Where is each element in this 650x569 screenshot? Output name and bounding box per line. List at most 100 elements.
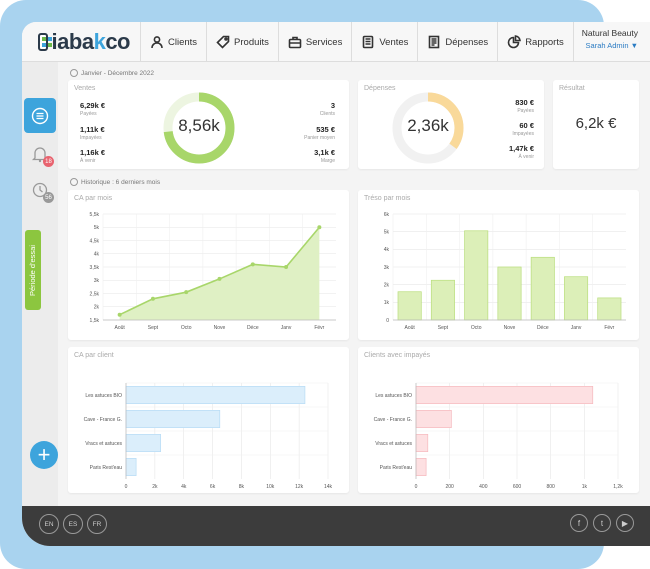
x-tick-label: Août <box>114 325 125 331</box>
depenses-title: Dépenses <box>364 85 396 92</box>
depenses-total: 2,36k <box>407 116 449 135</box>
y-tick-label: 2,5k <box>90 291 100 297</box>
ca-client-card[interactable]: CA par client 0 2k 4k 6k 8k 10k 12k 14k Les astu… <box>68 347 349 493</box>
trial-tab[interactable]: Période d'essai <box>25 230 41 310</box>
x-tick-label: Octo <box>181 325 192 331</box>
area-fill <box>119 227 320 320</box>
bar <box>464 230 489 321</box>
y-tick-label: Paris Rest'eau <box>380 465 413 471</box>
y-tick-label: 5k <box>384 229 390 235</box>
nav-services[interactable]: Services <box>279 22 353 62</box>
impayes-card[interactable]: Clients avec impayés 0 200 400 600 800 1k 1,2k… <box>358 347 639 493</box>
notifications-button[interactable]: 18 <box>24 138 56 170</box>
x-tick-label: Nove <box>504 325 516 331</box>
data-point <box>117 312 122 317</box>
pie-icon <box>507 35 522 49</box>
y-tick-label: 3k <box>384 265 390 271</box>
receipt-icon <box>429 35 440 49</box>
x-tick-label: 4k <box>181 484 187 490</box>
menu-list-icon <box>31 107 49 124</box>
x-tick-label: 1,2k <box>613 484 623 490</box>
facebook-icon[interactable]: f <box>570 514 588 532</box>
ca-mois-card[interactable]: CA par mois 1,5k 2k 2,5k 3k 3,5k 4k 4,5k 5k 5,5k… <box>68 190 349 340</box>
gear-icon <box>70 178 78 186</box>
x-tick-label: 200 <box>445 484 454 490</box>
period-label: Janvier - Décembre 2022 <box>81 69 154 77</box>
bar <box>564 276 589 321</box>
y-tick-label: 1,5k <box>90 318 100 324</box>
x-tick-label: 1k <box>582 484 588 490</box>
twitter-icon[interactable]: t <box>593 514 611 532</box>
resultat-card[interactable]: Résultat 6,2k € <box>553 80 639 169</box>
ventes-title: Ventes <box>74 85 96 92</box>
person-icon <box>151 36 163 49</box>
x-tick-label: Févr <box>604 325 614 331</box>
resultat-title: Résultat <box>559 85 585 92</box>
y-tick-label: 0 <box>386 318 389 324</box>
y-tick-label: 1k <box>384 300 390 306</box>
add-button[interactable]: + <box>30 441 58 469</box>
depenses-payees: 830 € Payées <box>515 98 534 114</box>
x-tick-label: Févr <box>314 325 324 331</box>
footer: EN ES FR f t ▶ <box>22 506 650 546</box>
x-tick-label: Janv <box>571 325 582 331</box>
x-tick-label: 2k <box>152 484 158 490</box>
youtube-icon[interactable]: ▶ <box>616 514 634 532</box>
bar <box>415 410 452 428</box>
dashboard-button[interactable] <box>24 98 56 133</box>
depenses-impayees: 60 € Impayées <box>512 121 534 137</box>
logo[interactable]: iabakco <box>22 22 141 61</box>
ventes-total: 8,56k <box>178 116 220 135</box>
treso-chart: 0 1k 2k 3k 4k 5k 6k Août Sept Octo Nove Déce Janv Fév… <box>384 212 626 331</box>
data-point <box>184 290 189 295</box>
user-menu[interactable]: Natural Beauty Sarah Admin ▼ <box>582 22 650 61</box>
y-tick-label: 3,5k <box>90 265 100 271</box>
toolbox-icon <box>288 36 302 49</box>
ventes-card[interactable]: Ventes 6,29k € Payées 1,11k € Impayées 1,1… <box>68 80 349 169</box>
nav-ventes[interactable]: Ventes <box>352 22 419 62</box>
nav-label: Clients <box>168 36 198 48</box>
lang-en-button[interactable]: EN <box>39 514 59 534</box>
y-tick-label: 3k <box>94 278 100 284</box>
bar <box>125 434 161 452</box>
ventes-marge: 3,1k € Marge <box>314 148 335 164</box>
history-count-badge: 56 <box>43 192 54 203</box>
treso-card[interactable]: Tréso par mois 0 1k 2k 3k 4k 5k 6k Août Sept Octo… <box>358 190 639 340</box>
x-tick-label: Déce <box>537 325 549 331</box>
bar <box>125 410 221 428</box>
depenses-card[interactable]: Dépenses 2,36k 830 € Payées 60 € Impayées … <box>358 80 544 169</box>
bar <box>497 266 522 321</box>
nav-rapports[interactable]: Rapports <box>498 22 574 62</box>
history-selector[interactable]: Historique : 6 derniers mois <box>70 178 160 186</box>
y-tick-label: 2k <box>384 282 390 288</box>
bar <box>125 458 137 476</box>
x-tick-label: 10k <box>266 484 275 490</box>
bar <box>597 297 622 321</box>
y-tick-label: Vracs et astuces <box>375 441 412 447</box>
nav-produits[interactable]: Produits <box>207 22 279 62</box>
x-tick-label: 8k <box>239 484 245 490</box>
y-tick-label: 6k <box>384 212 390 218</box>
x-tick-label: Janv <box>281 325 292 331</box>
impayes-title: Clients avec impayés <box>364 352 431 359</box>
register-icon <box>363 35 374 49</box>
ventes-a-venir: 1,16k € À venir <box>80 148 106 164</box>
clock-history-icon <box>32 182 48 198</box>
logo-mark-icon <box>38 32 52 51</box>
history-button[interactable]: 56 <box>24 174 56 206</box>
lang-fr-button[interactable]: FR <box>87 514 107 534</box>
x-tick-label: 12k <box>295 484 304 490</box>
y-tick-label: 4k <box>384 247 390 253</box>
resultat-value: 6,2k € <box>575 115 617 132</box>
sidebar: 18 56 Période d'essai <box>22 62 58 506</box>
period-selector[interactable]: Janvier - Décembre 2022 <box>70 69 154 77</box>
y-tick-label: Les astuces BIO <box>375 393 412 399</box>
history-label: Historique : 6 derniers mois <box>81 178 161 186</box>
nav-depenses[interactable]: Dépenses <box>418 22 499 62</box>
user-name[interactable]: Sarah Admin ▼ <box>585 41 638 50</box>
ca-client-chart: 0 2k 4k 6k 8k 10k 12k 14k Les astuces BIO Cave - … <box>84 382 333 490</box>
ca-mois-title: CA par mois <box>74 195 113 202</box>
x-tick-label: Déce <box>247 325 259 331</box>
nav-clients[interactable]: Clients <box>141 22 208 62</box>
lang-es-button[interactable]: ES <box>63 514 83 534</box>
